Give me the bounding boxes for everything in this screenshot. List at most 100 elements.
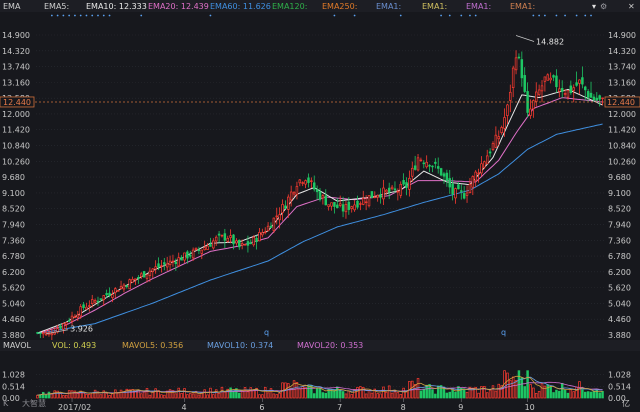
- settings-gear-icon[interactable]: ⚙: [600, 2, 607, 11]
- event-dot: [74, 14, 76, 17]
- volume-bar: [569, 389, 573, 399]
- volume-bar: [266, 392, 270, 399]
- candle-body: [586, 91, 590, 98]
- ema-a-label: EMA1:: [376, 2, 401, 11]
- event-dot: [79, 14, 82, 17]
- volume-bar: [399, 394, 402, 399]
- candle-body: [310, 180, 313, 182]
- vol-tick-right: 0.514: [608, 382, 631, 391]
- candle-body: [483, 161, 486, 168]
- candle-body: [220, 234, 224, 237]
- candle-body: [189, 255, 192, 257]
- candle-body: [445, 172, 449, 181]
- event-dot: [102, 14, 105, 17]
- candle-body: [465, 192, 469, 196]
- vol-tick-left: 0.514: [2, 382, 25, 391]
- candle-body: [468, 183, 472, 193]
- volume-bar: [436, 385, 440, 399]
- candle-body: [168, 260, 172, 265]
- volume-bar: [214, 389, 218, 399]
- candle-body: [353, 204, 356, 211]
- candle-body: [163, 262, 166, 265]
- candle-body: [243, 244, 247, 246]
- volume-bar: [217, 392, 221, 399]
- volume-bar: [246, 391, 250, 399]
- candle-body: [246, 241, 250, 246]
- price-tick-right: 5.620: [608, 284, 631, 293]
- volume-bar: [96, 391, 100, 399]
- candle-body: [399, 183, 402, 196]
- candle-body: [157, 263, 160, 268]
- candle-body: [321, 195, 325, 199]
- volume-bar: [263, 386, 267, 399]
- price-tick-left: 5.040: [2, 299, 25, 308]
- volume-bar: [137, 389, 140, 399]
- date-label: 2017/02: [58, 403, 91, 412]
- volume-bar: [56, 390, 59, 399]
- price-tick-left: 9.100: [2, 189, 25, 198]
- candle-body: [59, 325, 62, 329]
- volume-bar: [145, 388, 149, 399]
- volume-bar: [229, 387, 232, 399]
- vol-tick-left: 0.00: [2, 394, 20, 403]
- candle-body: [578, 79, 581, 84]
- volume-bar: [289, 387, 293, 399]
- vol-indicator-title[interactable]: MAVOL: [3, 341, 31, 350]
- main-indicator-title[interactable]: EMA: [3, 2, 21, 11]
- chevron-down-icon[interactable]: ▾: [592, 2, 596, 11]
- candle-body: [595, 97, 599, 101]
- candle-body: [295, 186, 299, 195]
- volume-bar: [249, 387, 253, 399]
- candle-body: [434, 161, 437, 164]
- candle-body: [390, 186, 394, 190]
- volume-bar: [393, 391, 397, 399]
- volume-bar: [347, 390, 351, 399]
- candle-body: [601, 97, 604, 100]
- candle-body: [269, 225, 273, 228]
- candle-body: [275, 215, 278, 218]
- candle-body: [558, 88, 561, 92]
- candle-body: [70, 315, 74, 322]
- candle-body: [448, 178, 451, 188]
- candle-body: [278, 214, 281, 221]
- volume-bar: [468, 386, 472, 399]
- event-marker-1[interactable]: q: [264, 328, 269, 337]
- volume-bar: [287, 383, 290, 399]
- candle-body: [534, 91, 538, 102]
- volume-bar: [497, 383, 501, 399]
- high-annotation: 14.882: [536, 37, 564, 46]
- volume-bar: [318, 387, 322, 399]
- candle-body: [370, 191, 374, 198]
- candle-body: [240, 243, 244, 246]
- volume-bar: [344, 393, 348, 399]
- candle-body: [457, 184, 460, 190]
- candle-body: [99, 298, 103, 300]
- price-tick-right: 13.160: [608, 78, 636, 87]
- close-icon[interactable]: ✕: [628, 2, 635, 11]
- volume-bar: [546, 384, 550, 399]
- candle-body: [373, 196, 377, 199]
- volume-bar: [549, 385, 552, 399]
- candle-body: [598, 95, 601, 100]
- event-marker-2[interactable]: q: [501, 328, 506, 337]
- volume-bar: [278, 392, 281, 399]
- volume-bar: [212, 394, 215, 399]
- volume-bar: [114, 389, 117, 399]
- volume-bar: [243, 387, 247, 399]
- candle-body: [572, 87, 575, 91]
- event-dot: [68, 14, 71, 17]
- volume-bar: [382, 386, 385, 399]
- volume-bar: [376, 393, 379, 399]
- volume-bar: [485, 392, 489, 399]
- candle-body: [235, 240, 238, 244]
- candle-body: [497, 136, 501, 140]
- price-tick-right: 10.840: [608, 142, 636, 151]
- candle-body: [65, 322, 68, 325]
- date-label: 6: [259, 403, 264, 412]
- volume-bar: [336, 386, 339, 399]
- price-tick-left: 14.320: [2, 47, 30, 56]
- volume-bar: [555, 389, 558, 399]
- event-dot: [97, 14, 99, 17]
- volume-bar: [373, 388, 377, 399]
